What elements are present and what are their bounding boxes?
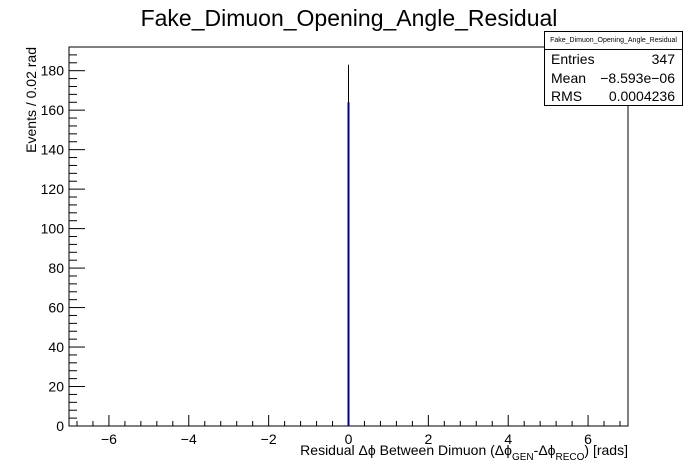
x-axis-label: Residual Δϕ Between Dimuon (ΔϕGEN-ΔϕRECO… bbox=[300, 442, 628, 463]
y-tick-label: 140 bbox=[41, 142, 65, 158]
stats-value: −8.593e−06 bbox=[600, 69, 675, 86]
stats-label: RMS bbox=[551, 88, 583, 104]
x-axis-label-main: Residual Δϕ Between Dimuon (Δϕ bbox=[300, 442, 512, 458]
y-tick-label: 0 bbox=[56, 418, 64, 434]
x-tick-label: 6 bbox=[584, 431, 592, 447]
y-tick-label: 120 bbox=[41, 181, 65, 197]
x-tick-label: 4 bbox=[504, 431, 512, 447]
y-tick-label: 60 bbox=[48, 300, 64, 316]
stats-row-rms: RMS 0.0004236 bbox=[545, 87, 682, 106]
y-tick-label: 80 bbox=[48, 260, 64, 276]
y-tick-label: 40 bbox=[48, 339, 64, 355]
stats-label: Mean bbox=[551, 69, 587, 86]
x-tick-label: −6 bbox=[101, 431, 117, 447]
axis-ticks bbox=[69, 54, 621, 427]
stats-title: Fake_Dimuon_Opening_Angle_Residual bbox=[545, 32, 682, 50]
chart-title: Fake_Dimuon_Opening_Angle_Residual bbox=[141, 5, 558, 31]
x-tick-label: 2 bbox=[424, 431, 432, 447]
x-axis-label-mid: -Δϕ bbox=[534, 442, 556, 458]
x-tick-label: −4 bbox=[181, 431, 197, 447]
stats-value: 347 bbox=[651, 51, 675, 67]
y-axis-label: Events / 0.02 rad bbox=[23, 47, 39, 153]
stats-row-entries: Entries 347 bbox=[545, 50, 682, 69]
x-tick-label: 0 bbox=[345, 431, 353, 447]
y-tick-label: 100 bbox=[41, 221, 65, 237]
x-tick-label: −2 bbox=[261, 431, 277, 447]
x-axis-label-end: ) [rads] bbox=[584, 442, 628, 458]
stats-box: Fake_Dimuon_Opening_Angle_Residual Entri… bbox=[544, 31, 683, 106]
y-tick-label: 160 bbox=[41, 102, 65, 118]
x-axis-label-sub-gen: GEN bbox=[512, 452, 534, 463]
stats-label: Entries bbox=[551, 51, 595, 67]
x-axis-label-sub-reco: RECO bbox=[556, 452, 585, 463]
stats-value: 0.0004236 bbox=[608, 88, 675, 104]
y-tick-label: 180 bbox=[41, 63, 65, 79]
y-tick-label: 20 bbox=[48, 379, 64, 395]
stats-row-mean: Mean −8.593e−06 bbox=[545, 69, 682, 88]
